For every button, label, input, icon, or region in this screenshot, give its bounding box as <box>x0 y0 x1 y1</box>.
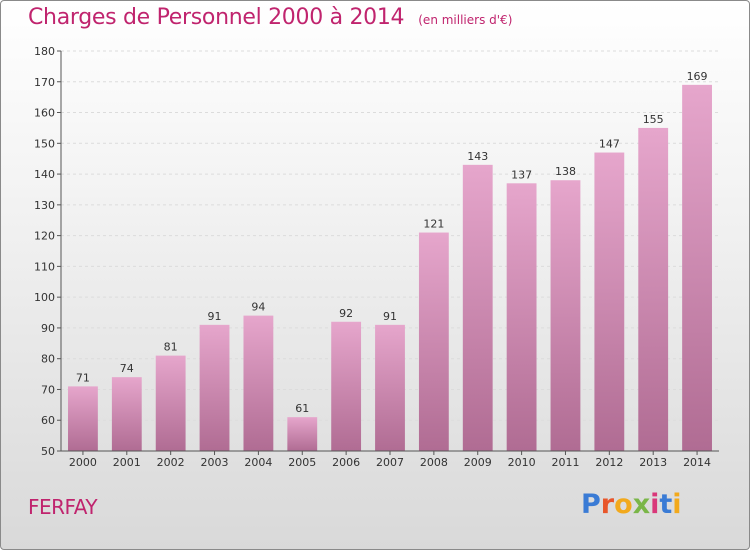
bar <box>506 183 537 452</box>
data-label: 92 <box>339 307 353 320</box>
x-tick-label: 2013 <box>639 456 667 469</box>
bar <box>287 417 318 451</box>
x-tick-label: 2006 <box>332 456 360 469</box>
bar <box>462 164 493 451</box>
x-tick-label: 2004 <box>244 456 272 469</box>
logo-letter: o <box>614 489 633 520</box>
bar <box>331 321 362 451</box>
logo-letter: i <box>672 489 682 520</box>
data-label: 81 <box>164 341 178 354</box>
logo-letter: t <box>659 489 673 520</box>
logo-letter: P <box>581 489 601 520</box>
x-tick-label: 2010 <box>508 456 536 469</box>
y-tick-label: 170 <box>34 76 55 89</box>
data-label: 94 <box>251 301 265 314</box>
x-tick-label: 2012 <box>595 456 623 469</box>
commune-name: FERFAY <box>28 495 98 519</box>
x-tick-label: 2000 <box>69 456 97 469</box>
y-tick-label: 80 <box>41 353 55 366</box>
proxiti-logo: Proxiti <box>581 489 682 520</box>
x-tick-label: 2007 <box>376 456 404 469</box>
data-label: 121 <box>423 218 444 231</box>
data-label: 71 <box>76 371 90 384</box>
chart-title: Charges de Personnel 2000 à 2014 <box>28 5 405 30</box>
y-tick-label: 50 <box>41 445 55 458</box>
y-tick-label: 150 <box>34 137 55 150</box>
data-label: 143 <box>467 150 488 163</box>
x-tick-label: 2003 <box>201 456 229 469</box>
bar <box>682 84 712 451</box>
data-label: 155 <box>643 113 664 126</box>
bar <box>550 180 581 451</box>
y-tick-label: 70 <box>41 383 55 396</box>
y-tick-label: 100 <box>34 291 55 304</box>
x-tick-label: 2001 <box>113 456 141 469</box>
data-label: 61 <box>295 402 309 415</box>
bar <box>68 386 98 451</box>
y-tick-label: 120 <box>34 230 55 243</box>
bar <box>243 315 274 451</box>
y-tick-label: 60 <box>41 414 55 427</box>
logo-letter: r <box>600 489 615 520</box>
label-layer: 71 74 81 91 94 61 92 91 121 143 137 138 147 155 169 <box>76 70 708 415</box>
y-tick-label: 110 <box>34 260 55 273</box>
x-tick-label: 2002 <box>157 456 185 469</box>
x-tick-label: 2014 <box>683 456 711 469</box>
x-tick-label: 2005 <box>288 456 316 469</box>
logo-letter: i <box>650 489 660 520</box>
y-tick-label: 90 <box>41 322 55 335</box>
data-label: 91 <box>208 310 222 323</box>
bar-layer <box>68 84 712 452</box>
y-tick-label: 180 <box>34 45 55 58</box>
data-label: 137 <box>511 168 532 181</box>
y-tick-label: 140 <box>34 168 55 181</box>
bar <box>594 152 625 452</box>
bar <box>199 324 230 451</box>
y-tick-label: 160 <box>34 107 55 120</box>
bar <box>375 324 405 451</box>
bar <box>418 232 449 451</box>
data-label: 147 <box>599 138 620 151</box>
x-tick-label: 2008 <box>420 456 448 469</box>
x-tick-label: 2011 <box>551 456 579 469</box>
logo-letter: x <box>632 489 651 520</box>
y-tick-label: 130 <box>34 199 55 212</box>
chart-subtitle: (en milliers d'€) <box>418 13 513 27</box>
bar <box>638 127 669 451</box>
bar <box>155 355 186 451</box>
title-row: Charges de Personnel 2000 à 2014 (en mill… <box>28 5 512 30</box>
axis-layer: 50 60 70 80 90 100 110 120 130 140 150 160 170 180 200… <box>34 45 719 469</box>
data-label: 169 <box>687 70 708 83</box>
x-tick-label: 2009 <box>464 456 492 469</box>
data-label: 138 <box>555 165 576 178</box>
bar <box>111 377 142 451</box>
data-label: 91 <box>383 310 397 323</box>
data-label: 74 <box>120 362 134 375</box>
